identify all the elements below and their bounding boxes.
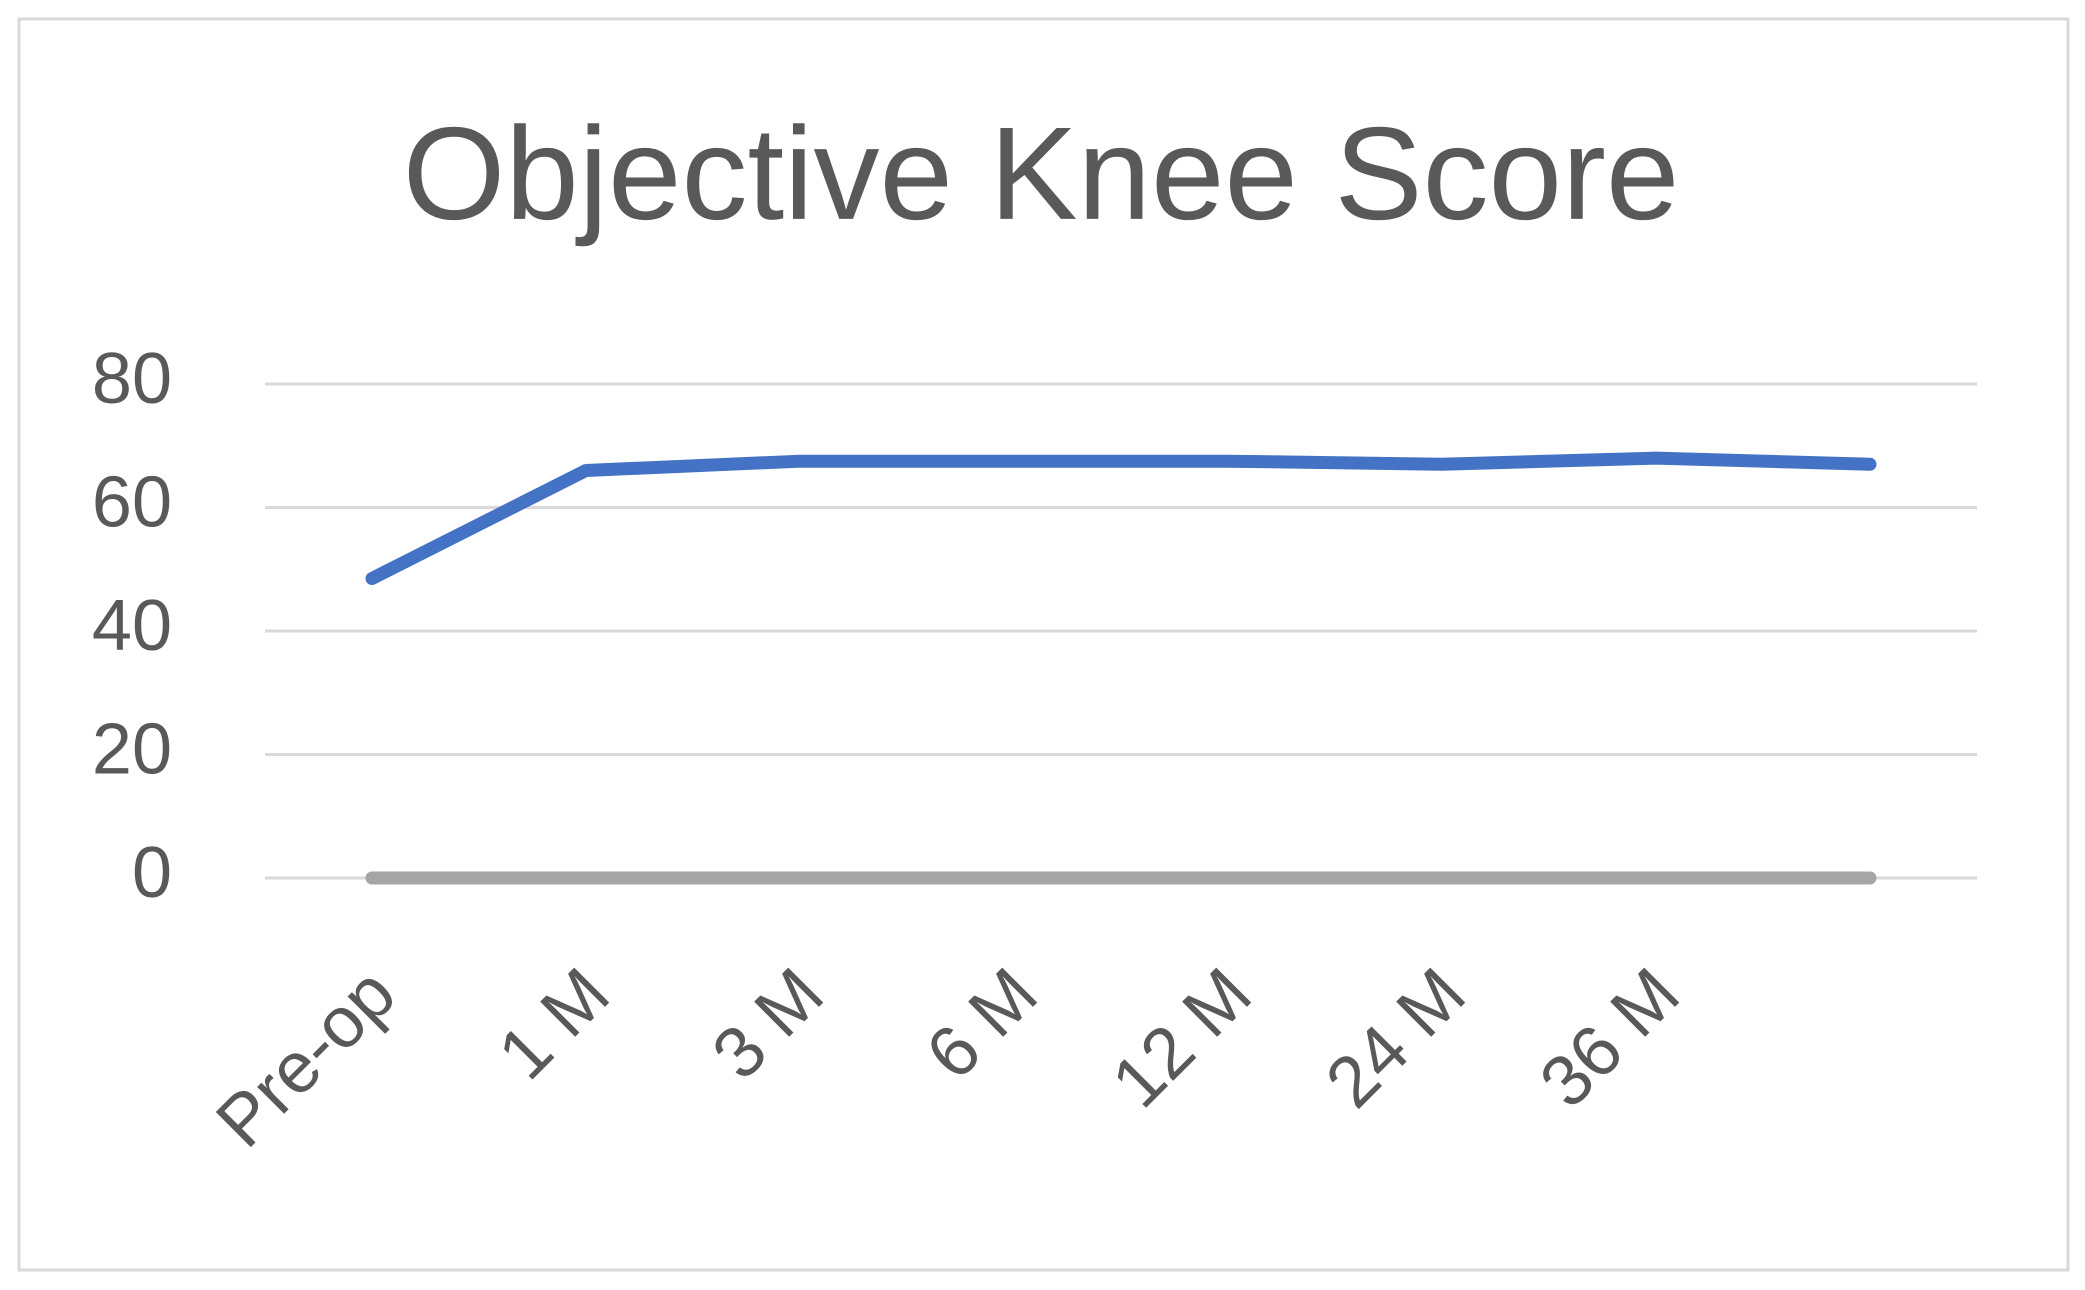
y-tick-label: 40	[92, 586, 172, 666]
y-tick-label: 20	[92, 710, 172, 790]
y-tick-label: 60	[92, 463, 172, 543]
data-line	[365, 451, 1877, 586]
chart-border	[17, 17, 2070, 1272]
y-tick-label: 0	[132, 833, 172, 913]
y-tick-label: 80	[92, 339, 172, 419]
chart-title: Objective Knee Score	[403, 100, 1680, 247]
